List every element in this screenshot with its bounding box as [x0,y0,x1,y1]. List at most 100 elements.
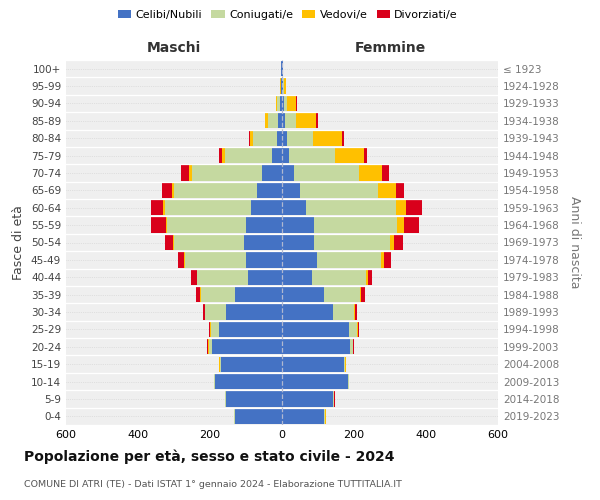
Bar [277,130,282,146]
Bar [358,322,359,337]
Bar [384,252,391,268]
Bar [282,78,283,94]
Bar [208,339,209,354]
Bar [248,270,282,285]
Bar [221,356,282,372]
Bar [289,148,335,163]
Bar [277,96,280,111]
Bar [296,113,316,128]
Bar [211,322,219,337]
Bar [282,392,333,406]
Bar [278,113,282,128]
Y-axis label: Fasce di età: Fasce di età [13,205,25,280]
Bar [209,322,211,337]
Bar [282,287,325,302]
Bar [347,374,349,389]
Bar [282,61,283,76]
Bar [353,339,354,354]
Bar [307,200,396,216]
Bar [359,166,382,180]
Bar [364,148,367,163]
Bar [282,374,347,389]
Text: Popolazione per età, sesso e stato civile - 2024: Popolazione per età, sesso e stato civil… [24,450,395,464]
Bar [282,252,317,268]
Bar [282,304,333,320]
Bar [300,182,379,198]
Bar [257,182,282,198]
Bar [335,148,364,163]
Bar [209,339,212,354]
Y-axis label: Anni di nascita: Anni di nascita [568,196,581,289]
Bar [314,218,397,233]
Bar [316,113,318,128]
Bar [268,113,278,128]
Bar [333,304,354,320]
Bar [244,235,282,250]
Bar [262,166,282,180]
Bar [251,200,282,216]
Bar [205,304,226,320]
Bar [406,200,422,216]
Bar [396,182,404,198]
Bar [390,235,394,250]
Bar [282,339,350,354]
Bar [282,235,314,250]
Bar [196,287,200,302]
Bar [284,96,287,111]
Bar [280,96,282,111]
Bar [275,96,277,111]
Bar [167,218,246,233]
Bar [282,270,311,285]
Bar [219,322,282,337]
Bar [221,148,225,163]
Bar [172,182,174,198]
Text: Femmine: Femmine [355,41,425,55]
Bar [311,270,366,285]
Bar [396,200,406,216]
Bar [333,392,334,406]
Bar [178,252,184,268]
Bar [284,78,286,94]
Bar [282,166,293,180]
Bar [246,218,282,233]
Bar [344,356,345,372]
Bar [317,252,382,268]
Bar [293,166,359,180]
Bar [313,130,342,146]
Bar [282,322,349,337]
Bar [394,235,403,250]
Bar [379,182,396,198]
Bar [282,408,325,424]
Bar [151,218,166,233]
Bar [246,252,282,268]
Bar [151,200,163,216]
Bar [163,200,165,216]
Bar [226,392,282,406]
Bar [282,148,289,163]
Bar [282,200,307,216]
Bar [166,218,167,233]
Bar [248,130,250,146]
Bar [219,356,220,372]
Bar [185,252,246,268]
Bar [282,130,287,146]
Bar [203,304,205,320]
Bar [282,182,300,198]
Bar [184,252,185,268]
Bar [287,96,296,111]
Bar [361,287,365,302]
Bar [282,113,285,128]
Bar [214,374,215,389]
Bar [218,148,221,163]
Bar [296,96,298,111]
Bar [349,322,356,337]
Bar [165,200,251,216]
Bar [356,322,358,337]
Bar [173,235,174,250]
Bar [382,252,384,268]
Bar [265,113,268,128]
Bar [272,148,282,163]
Bar [354,304,355,320]
Bar [235,408,282,424]
Bar [287,130,313,146]
